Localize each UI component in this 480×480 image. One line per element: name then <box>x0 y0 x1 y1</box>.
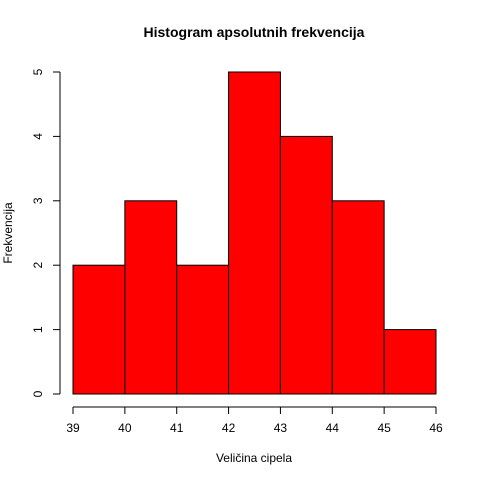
y-axis: 0 1 2 3 4 5 <box>31 68 61 397</box>
x-axis-label: Veličina cipela <box>216 451 292 465</box>
x-tick-label: 44 <box>326 421 340 435</box>
bar-39-40 <box>72 264 126 395</box>
x-tick-label: 40 <box>118 421 132 435</box>
x-tick-label: 39 <box>66 421 80 435</box>
x-tick-label: 43 <box>274 421 288 435</box>
bar-40-41 <box>124 200 178 395</box>
y-tick-label: 4 <box>31 133 45 140</box>
chart-title: Histogram apsolutnih frekvencija <box>144 24 365 40</box>
bar-41-42 <box>176 264 230 395</box>
y-tick-label: 5 <box>31 68 45 75</box>
x-tick-label: 45 <box>377 421 391 435</box>
y-tick-label: 0 <box>31 390 45 397</box>
y-tick-label: 3 <box>31 197 45 204</box>
x-tick-label: 42 <box>222 421 236 435</box>
bars-group <box>72 71 437 395</box>
x-tick-label: 41 <box>170 421 184 435</box>
x-axis: 39 40 41 42 43 44 45 46 <box>66 406 443 435</box>
y-tick-label: 1 <box>31 326 45 333</box>
y-tick-label: 2 <box>31 262 45 269</box>
bar-43-44 <box>279 135 333 395</box>
bar-45-46 <box>383 329 437 395</box>
bar-42-43 <box>228 71 281 395</box>
y-axis-label: Frekvencija <box>1 202 15 264</box>
x-tick-label: 46 <box>429 421 443 435</box>
bar-44-45 <box>331 200 385 395</box>
